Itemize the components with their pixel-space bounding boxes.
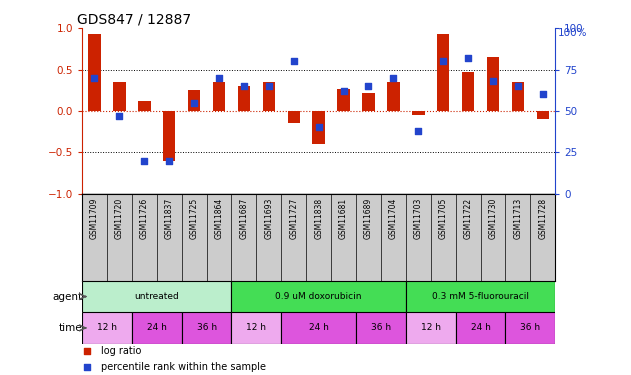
Text: log ratio: log ratio	[101, 346, 141, 357]
Bar	[188, 90, 200, 111]
Point	[114, 113, 124, 119]
Bar	[338, 88, 350, 111]
Bar	[406, 312, 456, 344]
Bar	[312, 111, 325, 144]
Text: GSM11689: GSM11689	[364, 198, 373, 239]
Point	[388, 75, 398, 81]
Text: 36 h: 36 h	[521, 323, 540, 332]
Text: 0.3 mM 5-fluorouracil: 0.3 mM 5-fluorouracil	[432, 292, 529, 301]
Text: GSM11705: GSM11705	[439, 198, 447, 240]
Point	[338, 88, 348, 94]
Text: 24 h: 24 h	[471, 323, 490, 332]
Bar	[281, 312, 356, 344]
Point	[239, 83, 249, 89]
Text: 0.9 uM doxorubicin: 0.9 uM doxorubicin	[275, 292, 362, 301]
Bar	[82, 281, 232, 312]
Text: untreated: untreated	[134, 292, 179, 301]
Bar	[238, 86, 250, 111]
Bar	[462, 72, 475, 111]
Point	[82, 348, 92, 354]
Bar	[288, 111, 300, 123]
Text: 12 h: 12 h	[421, 323, 440, 332]
Point	[82, 364, 92, 370]
Text: 36 h: 36 h	[371, 323, 391, 332]
Text: time: time	[59, 323, 82, 333]
Text: 100%: 100%	[558, 28, 587, 38]
Bar	[132, 312, 182, 344]
Text: GSM11725: GSM11725	[190, 198, 199, 239]
Bar	[512, 82, 524, 111]
Bar	[456, 312, 505, 344]
Text: GSM11726: GSM11726	[140, 198, 149, 239]
Text: 12 h: 12 h	[246, 323, 266, 332]
Text: agent: agent	[52, 291, 82, 302]
Bar	[232, 312, 281, 344]
Text: GSM11864: GSM11864	[215, 198, 223, 239]
Text: 36 h: 36 h	[196, 323, 216, 332]
Text: GSM11703: GSM11703	[414, 198, 423, 240]
Point	[538, 92, 548, 98]
Bar	[88, 34, 101, 111]
Text: GSM11704: GSM11704	[389, 198, 398, 240]
Bar	[362, 93, 375, 111]
Bar	[536, 111, 549, 119]
Bar	[82, 312, 132, 344]
Text: GSM11730: GSM11730	[488, 198, 497, 240]
Bar	[406, 281, 555, 312]
Text: GSM11838: GSM11838	[314, 198, 323, 239]
Text: GSM11713: GSM11713	[514, 198, 522, 239]
Text: GSM11687: GSM11687	[239, 198, 249, 239]
Text: GSM11720: GSM11720	[115, 198, 124, 239]
Point	[463, 55, 473, 61]
Point	[164, 158, 174, 164]
Bar	[262, 82, 275, 111]
Bar	[505, 312, 555, 344]
Bar	[487, 57, 499, 111]
Text: 24 h: 24 h	[309, 323, 329, 332]
Bar	[182, 312, 232, 344]
Bar	[387, 82, 399, 111]
Point	[214, 75, 224, 81]
Bar	[113, 82, 126, 111]
Bar	[138, 101, 151, 111]
Text: GSM11722: GSM11722	[464, 198, 473, 239]
Bar	[232, 281, 406, 312]
Point	[139, 158, 150, 164]
Text: GSM11727: GSM11727	[289, 198, 298, 239]
Point	[189, 100, 199, 106]
Text: percentile rank within the sample: percentile rank within the sample	[101, 362, 266, 372]
Text: GSM11837: GSM11837	[165, 198, 174, 239]
Text: GSM11709: GSM11709	[90, 198, 99, 240]
Point	[438, 58, 448, 64]
Point	[314, 124, 324, 130]
Text: 12 h: 12 h	[97, 323, 117, 332]
Point	[363, 83, 374, 89]
Point	[289, 58, 299, 64]
Bar	[437, 34, 449, 111]
Text: GSM11681: GSM11681	[339, 198, 348, 239]
Bar	[356, 312, 406, 344]
Point	[90, 75, 100, 81]
Text: GDS847 / 12887: GDS847 / 12887	[77, 13, 191, 27]
Point	[264, 83, 274, 89]
Point	[413, 128, 423, 134]
Bar	[412, 111, 425, 115]
Point	[488, 78, 498, 84]
Text: 24 h: 24 h	[147, 323, 167, 332]
Text: GSM11693: GSM11693	[264, 198, 273, 240]
Point	[513, 83, 523, 89]
Bar	[163, 111, 175, 160]
Text: GSM11728: GSM11728	[538, 198, 547, 239]
Bar	[213, 82, 225, 111]
